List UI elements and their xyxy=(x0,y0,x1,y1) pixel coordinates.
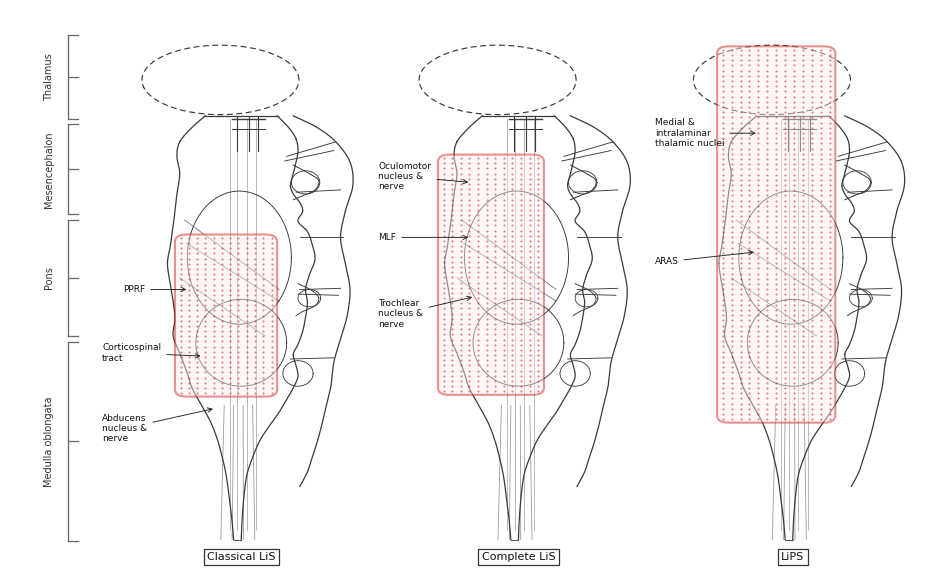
Text: MLF: MLF xyxy=(378,233,467,242)
Text: Trochlear
nucleus &
nerve: Trochlear nucleus & nerve xyxy=(378,296,471,329)
FancyBboxPatch shape xyxy=(175,234,277,397)
Text: Complete LiS: Complete LiS xyxy=(482,552,555,562)
Text: Medial &
intralaminar
thalamic nuclei: Medial & intralaminar thalamic nuclei xyxy=(655,118,755,148)
Text: Mesencephalon: Mesencephalon xyxy=(44,131,54,208)
Text: ARAS: ARAS xyxy=(655,251,753,266)
Text: PPRF: PPRF xyxy=(123,285,185,294)
Text: Medulla oblongata: Medulla oblongata xyxy=(44,396,54,487)
Text: Thalamus: Thalamus xyxy=(44,53,54,101)
Text: Oculomotor
nucleus &
nerve: Oculomotor nucleus & nerve xyxy=(378,162,467,192)
Text: Classical LiS: Classical LiS xyxy=(207,552,275,562)
Text: LiPS: LiPS xyxy=(781,552,804,562)
Text: Abducens
nucleus &
nerve: Abducens nucleus & nerve xyxy=(102,408,212,444)
Text: Corticospinal
tract: Corticospinal tract xyxy=(102,343,200,363)
FancyBboxPatch shape xyxy=(717,46,835,423)
FancyBboxPatch shape xyxy=(438,155,544,395)
Text: Pons: Pons xyxy=(44,266,54,290)
